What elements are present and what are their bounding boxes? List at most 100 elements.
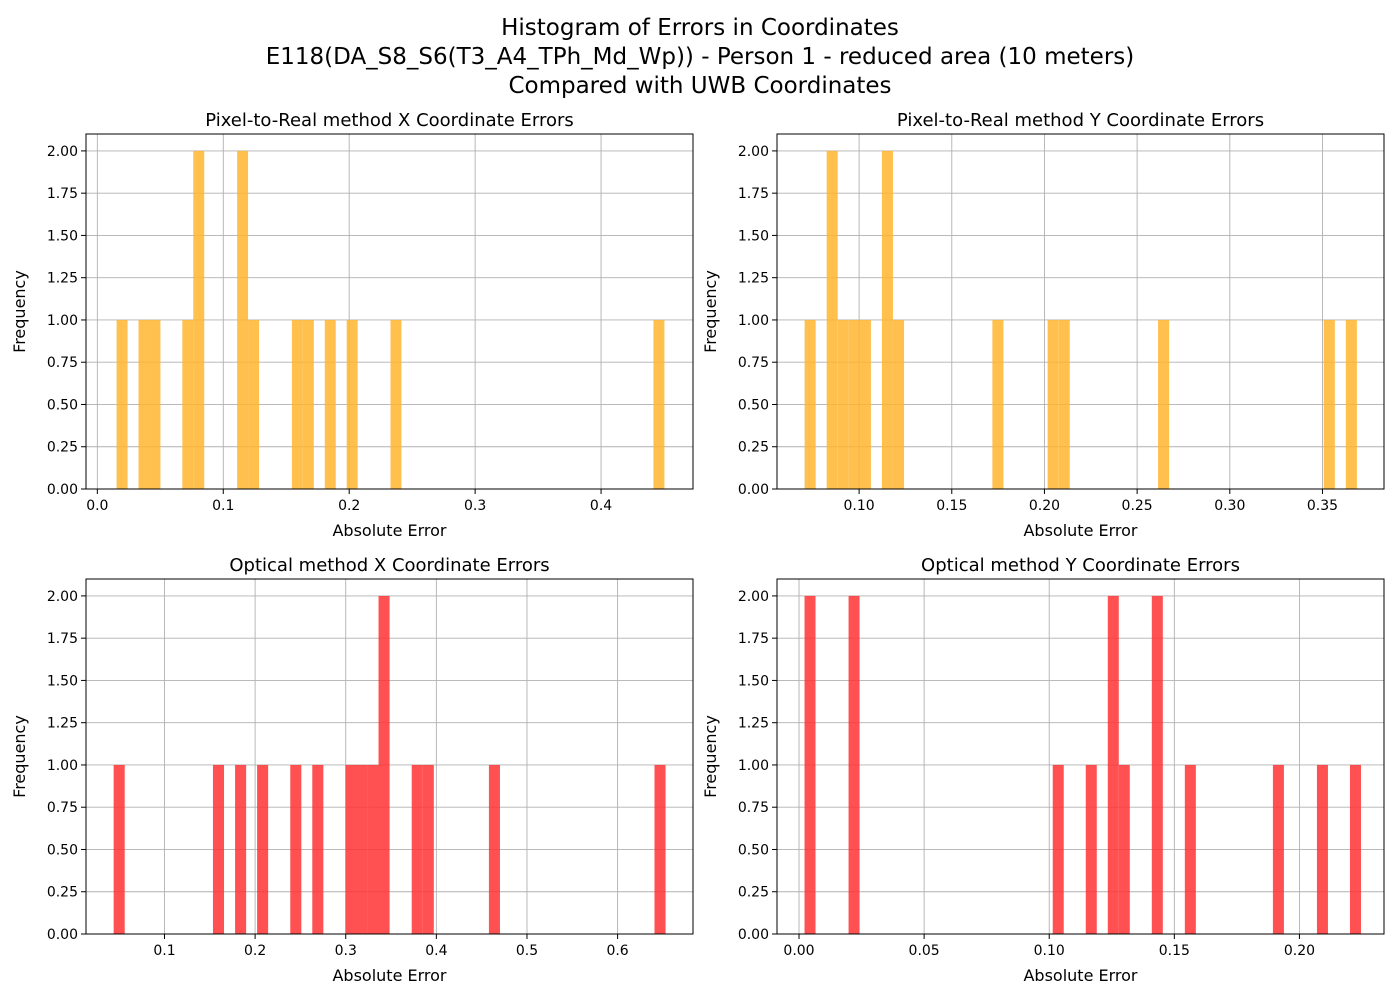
y-tick-label: 2.00 xyxy=(47,589,78,605)
x-tick-label: 0.15 xyxy=(936,498,967,514)
histogram-bar xyxy=(1345,319,1357,489)
histogram-bar xyxy=(138,319,150,489)
y-tick-label: 1.50 xyxy=(47,228,78,244)
histogram-bar xyxy=(345,764,357,934)
y-tick-label: 0.75 xyxy=(738,355,769,371)
y-tick-label: 1.00 xyxy=(47,313,78,329)
figure-title-line-2: E118(DA_S8_S6(T3_A4_TPh_Md_Wp)) - Person… xyxy=(265,44,1135,70)
y-tick-label: 1.75 xyxy=(47,186,78,202)
histogram-bar xyxy=(804,595,816,934)
x-axis-label: Absolute Error xyxy=(332,521,446,540)
histogram-bar xyxy=(848,595,860,934)
y-tick-label: 0.00 xyxy=(47,482,78,498)
histogram-bar xyxy=(1349,764,1361,934)
y-tick-label: 1.75 xyxy=(47,631,78,647)
histogram-bar xyxy=(1158,319,1170,489)
plot-frame xyxy=(85,133,694,490)
y-tick-label: 1.75 xyxy=(738,186,769,202)
x-tick-label: 0.1 xyxy=(212,498,234,514)
panel-title: Pixel-to-Real method Y Coordinate Errors xyxy=(897,110,1264,131)
x-tick-label: 0.0 xyxy=(86,498,108,514)
histogram-bar xyxy=(346,319,358,489)
histogram-bar xyxy=(848,319,860,489)
y-tick-label: 0.00 xyxy=(738,927,769,943)
histogram-bar xyxy=(1107,595,1119,934)
y-tick-label: 0.75 xyxy=(47,355,78,371)
histogram-bar xyxy=(1272,764,1284,934)
histogram-bar xyxy=(1316,764,1328,934)
histogram-panel-1: 0.0 0.1 0.2 0.3 0.4 0.00 0.25 0.50 0.75 1.00 1.25 1… xyxy=(10,110,694,540)
histogram-bar xyxy=(1058,319,1070,489)
histogram-bar xyxy=(324,319,336,489)
histogram-bar xyxy=(237,150,249,489)
y-tick-label: 1.75 xyxy=(738,631,769,647)
y-tick-label: 0.50 xyxy=(47,397,78,413)
x-tick-label: 0.6 xyxy=(606,943,628,959)
histogram-bar xyxy=(881,150,893,489)
histogram-bar xyxy=(116,319,128,489)
y-tick-label: 1.25 xyxy=(738,716,769,732)
histogram-bar xyxy=(1052,764,1064,934)
histogram-bar xyxy=(653,319,665,489)
plot-frame xyxy=(776,133,1385,490)
y-tick-label: 0.00 xyxy=(738,482,769,498)
histogram-bar xyxy=(837,319,849,489)
y-tick-label: 1.25 xyxy=(738,271,769,287)
histogram-bar xyxy=(113,764,125,934)
y-tick-label: 1.25 xyxy=(47,271,78,287)
y-tick-label: 0.75 xyxy=(47,800,78,816)
histogram-bar xyxy=(193,150,205,489)
y-tick-label: 0.50 xyxy=(47,842,78,858)
x-tick-label: 0.2 xyxy=(338,498,360,514)
figure-title: Histogram of Errors in Coordinates E118(… xyxy=(0,14,1400,101)
histogram-bar xyxy=(212,764,225,934)
y-tick-label: 0.00 xyxy=(47,927,78,943)
y-tick-label: 0.25 xyxy=(47,885,78,901)
histogram-bar xyxy=(182,319,194,489)
histogram-bar xyxy=(149,319,161,489)
histogram-bar xyxy=(235,764,247,934)
x-axis-label: Absolute Error xyxy=(332,966,446,985)
x-tick-label: 0.00 xyxy=(783,943,814,959)
y-tick-label: 1.00 xyxy=(47,758,78,774)
histogram-bar xyxy=(411,764,423,934)
y-axis-label: Frequency xyxy=(10,715,29,798)
histogram-bar xyxy=(422,764,434,934)
panel-title: Optical method Y Coordinate Errors xyxy=(921,555,1240,576)
panel-title: Optical method X Coordinate Errors xyxy=(229,555,549,576)
histogram-bar xyxy=(1047,319,1059,489)
histogram-panel-4: 0.00 0.05 0.10 0.15 0.20 0.00 0.25 0.50 0.75 1.00… xyxy=(701,555,1385,985)
x-tick-label: 0.20 xyxy=(1029,498,1060,514)
histogram-bar xyxy=(804,319,816,489)
y-tick-label: 1.50 xyxy=(738,228,769,244)
histogram-bar xyxy=(378,595,390,934)
x-tick-label: 0.2 xyxy=(244,943,266,959)
x-tick-label: 0.20 xyxy=(1284,943,1315,959)
y-tick-label: 0.25 xyxy=(738,885,769,901)
y-tick-label: 1.00 xyxy=(738,313,769,329)
histogram-bar xyxy=(1323,319,1335,489)
y-tick-label: 0.50 xyxy=(738,842,769,858)
histogram-bar xyxy=(390,319,402,489)
x-tick-label: 0.5 xyxy=(516,943,538,959)
histogram-bar xyxy=(893,319,905,489)
histogram-bar xyxy=(356,764,368,934)
histogram-bar xyxy=(1184,764,1196,934)
histogram-bar xyxy=(654,764,666,934)
histogram-panel-3: 0.1 0.2 0.3 0.4 0.5 0.6 0.00 0.25 0.50 0.75 1.00 1.… xyxy=(10,555,694,985)
histogram-bar xyxy=(257,764,269,934)
x-tick-label: 0.15 xyxy=(1159,943,1190,959)
x-tick-label: 0.10 xyxy=(1034,943,1065,959)
figure-title-line-3: Compared with UWB Coordinates xyxy=(508,73,892,99)
histogram-bar xyxy=(291,319,303,489)
y-tick-label: 0.25 xyxy=(47,440,78,456)
panel-title: Pixel-to-Real method X Coordinate Errors xyxy=(205,110,574,131)
histogram-bar xyxy=(1151,595,1163,934)
histogram-bar xyxy=(248,319,260,489)
histogram-bar xyxy=(1085,764,1097,934)
x-tick-label: 0.3 xyxy=(464,498,486,514)
y-tick-label: 2.00 xyxy=(47,144,78,160)
y-tick-label: 2.00 xyxy=(738,589,769,605)
plot-frame xyxy=(776,578,1385,935)
